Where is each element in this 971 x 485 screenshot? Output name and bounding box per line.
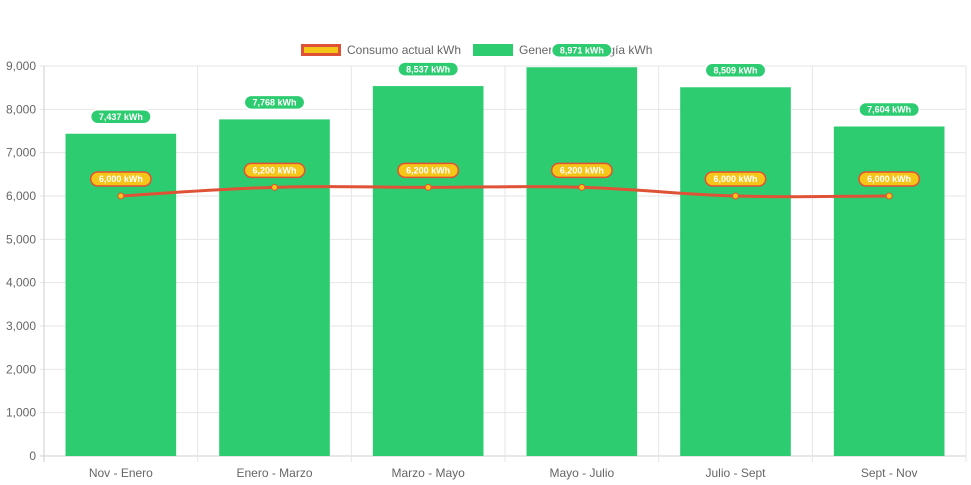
bar-data-label-bg bbox=[243, 94, 306, 111]
bar-data-label: 8,509 kWh bbox=[713, 65, 757, 75]
generation-bar bbox=[680, 87, 791, 456]
generation-bar bbox=[372, 86, 484, 457]
generation-bar bbox=[65, 133, 177, 457]
legend-swatch-generacion bbox=[473, 44, 513, 56]
y-tick-label: 4,000 bbox=[6, 276, 36, 290]
consumption-point bbox=[732, 192, 739, 200]
y-tick-label: 5,000 bbox=[6, 232, 36, 246]
line-data-label: 6,200 kWh bbox=[560, 166, 604, 176]
bar-data-label-bg bbox=[397, 61, 460, 77]
legend-swatch-consumo bbox=[301, 44, 341, 56]
x-tick-label: Nov - Enero bbox=[89, 466, 153, 480]
consumption-line bbox=[120, 185, 890, 199]
generation-bar bbox=[526, 67, 638, 457]
x-tick-label: Sept - Nov bbox=[861, 466, 918, 480]
bar-data-label-bg bbox=[550, 42, 613, 59]
legend-item-consumo[interactable]: Consumo actual kWh bbox=[301, 42, 461, 58]
line-data-label: 6,200 kWh bbox=[406, 166, 450, 176]
line-data-label-bg bbox=[243, 162, 306, 179]
bar-data-label-bg bbox=[858, 101, 921, 118]
bar-data-label: 8,971 kWh bbox=[560, 45, 604, 55]
bar-data-label: 7,768 kWh bbox=[252, 98, 296, 108]
consumption-point bbox=[271, 183, 278, 191]
bar-data-label: 8,537 kWh bbox=[406, 64, 450, 74]
line-data-label: 6,200 kWh bbox=[252, 166, 296, 176]
bar-data-label: 7,604 kWh bbox=[867, 105, 911, 115]
x-tick-label: Enero - Marzo bbox=[236, 466, 312, 480]
y-tick-label: 6,000 bbox=[6, 189, 36, 203]
y-tick-label: 2,000 bbox=[6, 362, 36, 376]
bar-data-label-bg bbox=[89, 108, 152, 125]
y-tick-label: 1,000 bbox=[6, 406, 36, 420]
line-data-label: 6,000 kWh bbox=[713, 174, 757, 184]
line-data-label-bg bbox=[397, 162, 460, 179]
line-data-label-bg bbox=[89, 171, 152, 187]
bar-data-label-bg bbox=[704, 62, 767, 79]
x-tick-label: Mayo - Julio bbox=[549, 466, 614, 480]
y-tick-label: 9,000 bbox=[6, 59, 36, 73]
x-tick-label: Julio - Sept bbox=[705, 466, 766, 480]
line-data-label-bg bbox=[550, 162, 613, 179]
y-tick-label: 8,000 bbox=[6, 102, 36, 116]
consumption-point bbox=[885, 192, 893, 200]
consumption-point bbox=[578, 183, 586, 191]
consumption-point bbox=[117, 192, 125, 200]
line-data-label-bg bbox=[704, 171, 767, 187]
bar-data-label: 7,437 kWh bbox=[99, 112, 143, 122]
line-data-label-bg bbox=[858, 171, 921, 187]
y-tick-label: 7,000 bbox=[6, 146, 36, 160]
line-data-label: 6,000 kWh bbox=[867, 174, 911, 184]
y-tick-label: 0 bbox=[29, 449, 36, 463]
consumption-point bbox=[424, 183, 432, 191]
legend-label-consumo: Consumo actual kWh bbox=[347, 43, 462, 57]
line-data-label: 6,000 kWh bbox=[99, 174, 143, 184]
y-tick-label: 3,000 bbox=[6, 319, 36, 333]
x-tick-label: Marzo - Mayo bbox=[391, 466, 465, 480]
